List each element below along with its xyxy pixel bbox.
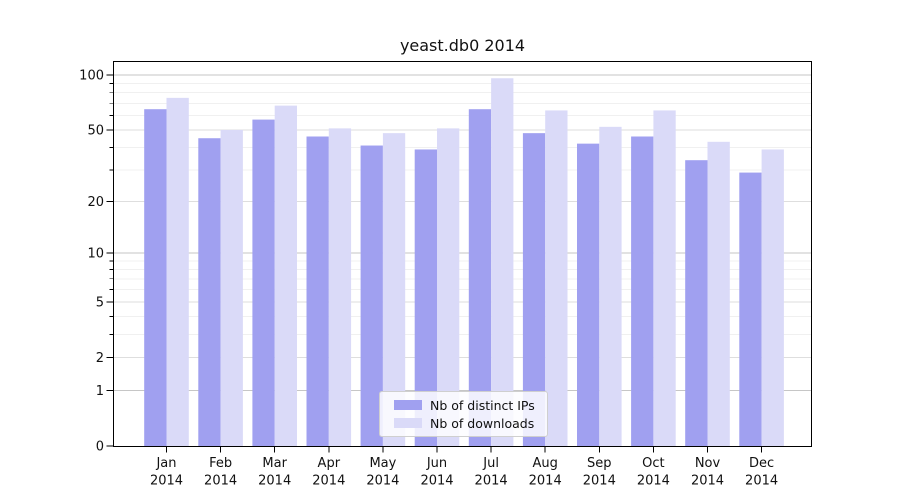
bar-downloads-jan [166, 97, 189, 447]
bar-downloads-mar [274, 105, 297, 447]
x-tick-label-year: 2014 [258, 474, 291, 489]
legend-label-distinct-ips: Nb of distinct IPs [430, 397, 535, 413]
y-tick-label: 50 [87, 123, 104, 138]
y-tick-label: 20 [87, 195, 104, 210]
legend-label-downloads: Nb of downloads [430, 415, 535, 431]
bar-downloads-may [382, 133, 406, 447]
legend-swatch-distinct-ips [394, 400, 422, 410]
bar-distinct-ips-jun [414, 149, 437, 447]
x-tick-label-month: Apr [318, 456, 341, 471]
x-tick-label-month: Jun [426, 456, 447, 471]
x-tick-label-year: 2014 [691, 474, 724, 489]
legend: Nb of distinct IPs Nb of downloads [379, 391, 548, 437]
x-tick-label-year: 2014 [529, 474, 562, 489]
plot-border [113, 61, 812, 447]
legend-item-downloads: Nb of downloads [394, 414, 537, 432]
bar-downloads-apr [328, 128, 352, 447]
legend-swatch-downloads [394, 418, 422, 428]
y-tick-label: 5 [96, 295, 104, 310]
x-tick-label-month: Jan [155, 456, 176, 471]
bar-distinct-ips-nov [685, 160, 708, 447]
bar-downloads-nov [707, 141, 730, 447]
y-tick-label: 0 [96, 440, 104, 455]
bar-downloads-aug [545, 110, 568, 447]
x-tick-label-month: Aug [533, 456, 558, 471]
bar-distinct-ips-apr [306, 136, 329, 447]
bar-downloads-jun [437, 128, 460, 447]
x-tick-label-year: 2014 [745, 474, 778, 489]
x-tick-label-month: Jul [482, 456, 499, 471]
bar-downloads-feb [220, 129, 243, 447]
bar-distinct-ips-dec [739, 172, 762, 447]
y-tick-label: 2 [96, 351, 104, 366]
bar-distinct-ips-may [360, 145, 383, 447]
y-tick-label: 10 [87, 247, 104, 262]
bar-downloads-oct [653, 110, 676, 447]
x-tick-label-month: May [369, 456, 396, 471]
bar-distinct-ips-sep [577, 143, 600, 447]
x-tick-label-year: 2014 [475, 474, 508, 489]
x-tick-label-year: 2014 [420, 474, 453, 489]
bar-distinct-ips-jul [468, 109, 492, 447]
x-tick-label-year: 2014 [150, 474, 183, 489]
x-tick-label-month: Oct [642, 456, 664, 471]
bar-distinct-ips-aug [522, 133, 546, 447]
y-tick-label: 1 [96, 384, 104, 399]
x-tick-label-month: Feb [209, 456, 232, 471]
bar-distinct-ips-feb [198, 138, 221, 447]
x-tick-label-year: 2014 [583, 474, 616, 489]
y-tick-label: 100 [79, 69, 104, 84]
x-tick-label-month: Nov [695, 456, 721, 471]
legend-item-distinct-ips: Nb of distinct IPs [394, 396, 537, 414]
x-tick-label-month: Sep [587, 456, 612, 471]
bar-distinct-ips-jan [144, 109, 167, 447]
x-tick-label-year: 2014 [366, 474, 399, 489]
x-tick-label-year: 2014 [637, 474, 670, 489]
x-tick-label-year: 2014 [204, 474, 237, 489]
bar-downloads-jul [491, 78, 514, 447]
bar-downloads-dec [761, 149, 784, 447]
chart-title: yeast.db0 2014 [399, 36, 526, 55]
bar-distinct-ips-mar [252, 119, 275, 447]
bar-distinct-ips-oct [631, 136, 654, 447]
x-tick-label-month: Dec [749, 456, 774, 471]
bar-downloads-sep [599, 126, 622, 447]
x-tick-label-month: Mar [262, 456, 287, 471]
x-tick-label-year: 2014 [312, 474, 345, 489]
